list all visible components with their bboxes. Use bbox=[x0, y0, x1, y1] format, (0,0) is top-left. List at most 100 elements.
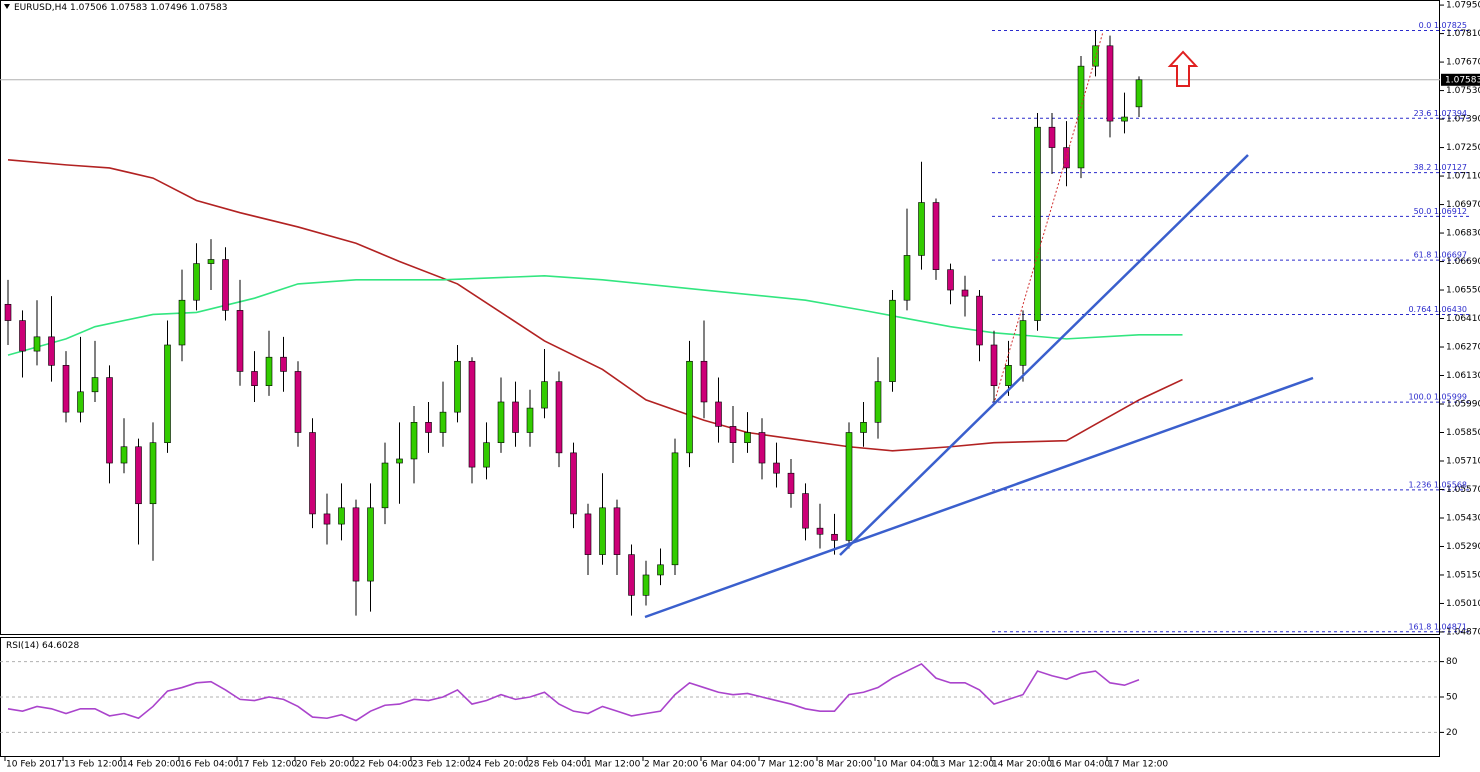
trend-line bbox=[839, 154, 1249, 556]
rsi-tick-label: 20 bbox=[1446, 728, 1458, 738]
x-tick-label: 8 Mar 20:00 bbox=[818, 760, 873, 770]
x-tick-label: 17 Feb 12:00 bbox=[238, 760, 297, 770]
fib-label: 100.0 1.05999 bbox=[1408, 393, 1467, 402]
moving-average bbox=[7, 274, 1183, 356]
candle-body bbox=[396, 458, 403, 464]
candle-body bbox=[106, 377, 113, 464]
candle-body bbox=[1034, 126, 1041, 321]
candle-body bbox=[497, 401, 505, 443]
marks-layer bbox=[4, 30, 1183, 722]
candle-body bbox=[642, 574, 650, 596]
rsi-line bbox=[7, 662, 1140, 722]
candle-body bbox=[33, 336, 41, 352]
x-tick-label: 10 Mar 04:00 bbox=[876, 760, 936, 770]
y-tick-label: 1.07250 bbox=[1446, 143, 1480, 153]
candle-body bbox=[439, 411, 447, 433]
fib-label: 0.0 1.07825 bbox=[1419, 21, 1467, 30]
candle-body bbox=[236, 310, 244, 372]
candle-body bbox=[961, 289, 969, 297]
candle-body bbox=[1048, 126, 1056, 148]
candle-body bbox=[512, 401, 519, 433]
x-tick-label: 20 Feb 20:00 bbox=[296, 760, 355, 770]
symbol-menu-icon bbox=[4, 4, 10, 9]
y-tick-label: 1.06130 bbox=[1446, 371, 1480, 381]
y-tick-label: 1.07670 bbox=[1446, 58, 1480, 68]
candle-body bbox=[1077, 65, 1085, 169]
current-price-tag bbox=[1441, 73, 1480, 86]
candle-body bbox=[889, 299, 896, 382]
fib-label: 61.8 1.06697 bbox=[1414, 251, 1467, 260]
current-price-label: 1.07583 bbox=[1445, 75, 1480, 85]
candle-body bbox=[584, 513, 592, 555]
candle-body bbox=[251, 371, 258, 386]
candle-body bbox=[555, 381, 563, 454]
candle-body bbox=[1106, 45, 1114, 122]
fib-label: 50.0 1.06912 bbox=[1414, 207, 1467, 216]
candle-body bbox=[294, 371, 302, 433]
candle-body bbox=[613, 507, 621, 555]
y-tick-label: 1.05570 bbox=[1446, 485, 1480, 495]
y-tick-label: 1.05430 bbox=[1446, 513, 1480, 523]
candle-body bbox=[352, 507, 360, 582]
x-tick-label: 2 Mar 20:00 bbox=[644, 760, 699, 770]
y-tick-label: 1.06970 bbox=[1446, 200, 1480, 210]
y-tick-label: 1.07530 bbox=[1446, 86, 1480, 96]
candle-body bbox=[845, 432, 853, 541]
candle-body bbox=[990, 344, 998, 386]
header-close: 1.07583 bbox=[190, 3, 227, 13]
y-tick-label: 1.07110 bbox=[1446, 172, 1480, 182]
y-tick-label: 1.05990 bbox=[1446, 400, 1480, 410]
y-tick-label: 1.05010 bbox=[1446, 599, 1480, 609]
fib-label: 23.6 1.07394 bbox=[1414, 109, 1467, 118]
x-tick-label: 16 Mar 04:00 bbox=[1050, 760, 1110, 770]
candle-body bbox=[193, 263, 200, 301]
y-tick-label: 1.07950 bbox=[1446, 1, 1480, 11]
y-tick-label: 1.07390 bbox=[1446, 115, 1480, 125]
rsi-header: RSI(14) 64.6028 bbox=[6, 641, 79, 651]
header-open: 1.07506 bbox=[70, 3, 107, 13]
x-tick-label: 14 Mar 20:00 bbox=[992, 760, 1052, 770]
candle-body bbox=[207, 259, 215, 264]
y-tick-label: 1.05710 bbox=[1446, 456, 1480, 466]
candle-body bbox=[947, 269, 954, 291]
fib-label: 38.2 1.07127 bbox=[1414, 163, 1467, 172]
candle-body bbox=[323, 513, 331, 525]
candle-body bbox=[628, 554, 635, 596]
candle-body bbox=[280, 356, 287, 372]
candle-body bbox=[468, 360, 476, 468]
candle-body bbox=[19, 320, 26, 352]
x-tick-label: 6 Mar 04:00 bbox=[702, 760, 757, 770]
candle-body bbox=[1019, 320, 1027, 366]
candle-body bbox=[541, 381, 548, 409]
moving-average bbox=[7, 158, 1183, 452]
candle-body bbox=[309, 432, 316, 515]
candle-body bbox=[686, 360, 693, 454]
header-low: 1.07496 bbox=[150, 3, 187, 13]
candle-body bbox=[773, 462, 780, 474]
y-tick-label: 1.06410 bbox=[1446, 314, 1480, 324]
candle-body bbox=[265, 356, 273, 386]
candle-body bbox=[599, 507, 606, 555]
candle-body bbox=[77, 391, 84, 413]
candle-body bbox=[149, 442, 157, 505]
symbol: EURUSD,H4 bbox=[14, 3, 67, 13]
candle-body bbox=[164, 344, 171, 443]
candle-body bbox=[135, 446, 142, 505]
candle-body bbox=[715, 401, 722, 427]
up-arrow bbox=[1167, 50, 1199, 87]
candle-body bbox=[860, 422, 867, 433]
candle-body bbox=[367, 507, 374, 582]
candle-body bbox=[526, 407, 534, 433]
y-tick-label: 1.05290 bbox=[1446, 542, 1480, 552]
x-tick-label: 16 Feb 04:00 bbox=[180, 760, 239, 770]
candle-body bbox=[976, 295, 983, 346]
rsi-current: 64.6028 bbox=[42, 641, 79, 651]
rsi-name: RSI(14) bbox=[6, 641, 39, 651]
candle-body bbox=[729, 426, 737, 443]
fib-label: 1.236 1.05568 bbox=[1408, 480, 1467, 489]
candle-body bbox=[381, 462, 389, 509]
y-tick-label: 1.05150 bbox=[1446, 570, 1480, 580]
candle-body bbox=[874, 381, 882, 423]
